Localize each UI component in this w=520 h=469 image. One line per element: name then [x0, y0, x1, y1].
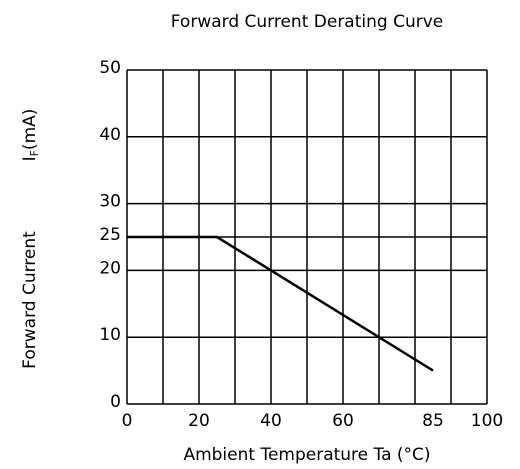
x-tick-label: 20 [188, 411, 210, 431]
y-tick-label: 40 [99, 125, 121, 145]
x-tick-label: 85 [422, 411, 444, 431]
y-tick-label: 20 [99, 258, 121, 278]
y-axis-unit: IF(mA) [20, 109, 41, 162]
data-line [127, 235, 434, 372]
x-tick-label: 0 [122, 411, 133, 431]
y-unit-subscript: F [28, 150, 41, 156]
y-tick-label: 25 [99, 225, 121, 245]
y-tick-label: 30 [99, 192, 121, 212]
x-tick-label: 60 [332, 411, 354, 431]
y-unit-symbol: I [20, 156, 40, 161]
x-tick-label: 40 [260, 411, 282, 431]
x-tick-label: 100 [471, 411, 503, 431]
x-axis-label: Ambient Temperature Ta (°C) [183, 445, 430, 465]
y-tick-label: 0 [110, 392, 121, 412]
y-tick-label: 50 [99, 58, 121, 78]
y-axis-label: Forward Current [20, 231, 40, 369]
y-unit-text: (mA) [20, 109, 40, 150]
y-tick-label: 10 [99, 325, 121, 345]
chart-title: Forward Current Derating Curve [171, 12, 444, 32]
